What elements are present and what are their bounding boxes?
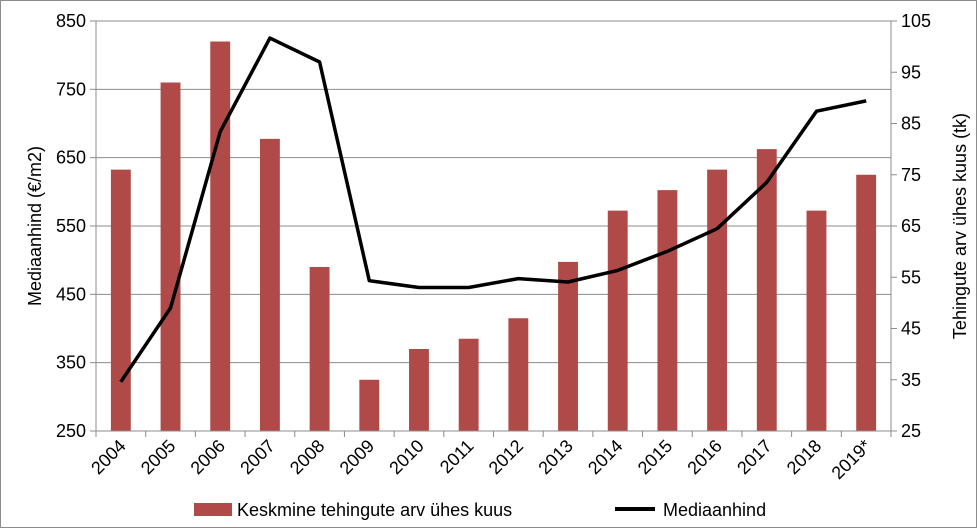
bar xyxy=(409,349,429,431)
legend-bar-swatch xyxy=(194,503,232,516)
x-tick-label: 2006 xyxy=(187,436,229,478)
bar xyxy=(707,169,728,431)
bar xyxy=(657,190,678,431)
bar xyxy=(259,138,280,431)
bar xyxy=(756,149,777,431)
y-left-tick-label: 650 xyxy=(56,148,86,168)
y-left-tick-label: 450 xyxy=(56,284,86,304)
bar-series xyxy=(110,41,877,431)
y-right-tick-label: 25 xyxy=(901,421,921,441)
legend: Keskmine tehingute arv ühes kuus Mediaan… xyxy=(194,500,766,520)
bar xyxy=(558,261,578,431)
y-right-axis-title: Tehingute arv ühes kuus (tk) xyxy=(950,113,970,339)
y-right-tick-label: 55 xyxy=(901,267,921,287)
y-left-axis-title: Mediaanhind (€/m2) xyxy=(25,146,45,306)
x-tick-label: 2015 xyxy=(634,436,676,478)
x-tick-label: 2007 xyxy=(236,436,278,478)
y-right-tick-label: 85 xyxy=(901,114,921,134)
x-tick-label: 2005 xyxy=(137,436,179,478)
y-left-tick-label: 350 xyxy=(56,353,86,373)
x-tick-label: 2014 xyxy=(584,436,626,478)
legend-bar-label: Keskmine tehingute arv ühes kuus xyxy=(237,500,512,520)
y-right-tick-label: 105 xyxy=(901,11,931,31)
bar xyxy=(458,338,479,431)
y-right-tick-label: 65 xyxy=(901,216,921,236)
y-right-tick-label: 75 xyxy=(901,165,921,185)
x-tick-label: 2010 xyxy=(385,436,427,478)
bar xyxy=(359,379,380,431)
y-right-tick-label: 35 xyxy=(901,370,921,390)
bar xyxy=(856,174,877,431)
x-tick-label: 2009 xyxy=(336,436,378,478)
x-tick-label: 2012 xyxy=(485,436,527,478)
y-left-tick-label: 550 xyxy=(56,216,86,236)
y-right-tick-label: 45 xyxy=(901,319,921,339)
y-left-tick-label: 750 xyxy=(56,79,86,99)
x-tick-label: 2011 xyxy=(436,436,478,478)
x-tick-label: 2016 xyxy=(683,436,725,478)
x-tick-label: 2019* xyxy=(828,436,875,483)
axes xyxy=(90,20,897,437)
median-price-line xyxy=(119,36,867,383)
y-right-tick-label: 95 xyxy=(901,62,921,82)
x-tick-label: 2008 xyxy=(286,436,328,478)
line-series xyxy=(119,36,867,383)
x-tick-label: 2017 xyxy=(733,436,775,478)
bar xyxy=(160,82,181,431)
x-tick-label: 2018 xyxy=(783,436,825,478)
bar xyxy=(309,267,330,431)
bar xyxy=(806,210,827,431)
bar xyxy=(607,210,628,431)
legend-line-label: Mediaanhind xyxy=(663,500,766,520)
y-left-tick-label: 850 xyxy=(56,11,86,31)
bar xyxy=(508,318,529,431)
y-left-tick-label: 250 xyxy=(56,421,86,441)
bar xyxy=(110,169,131,431)
x-tick-label: 2004 xyxy=(87,436,129,478)
x-tick-label: 2013 xyxy=(534,436,576,478)
bar xyxy=(210,41,231,431)
